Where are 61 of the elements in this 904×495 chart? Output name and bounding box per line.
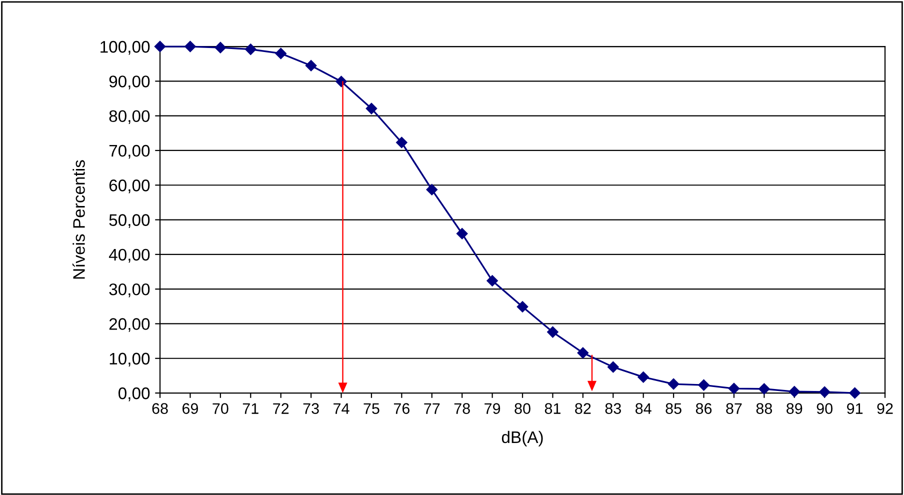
y-tick-label: 100,00 — [100, 40, 150, 55]
point — [305, 60, 317, 72]
y-tick-label: 0,00 — [118, 387, 150, 402]
point — [758, 383, 770, 394]
point — [608, 361, 619, 373]
point — [728, 382, 740, 394]
point — [698, 379, 710, 391]
point — [214, 42, 226, 54]
point — [366, 102, 378, 114]
y-tick-label: 90,00 — [109, 76, 150, 90]
point — [456, 228, 468, 240]
y-tick-label: 80,00 — [109, 110, 150, 124]
x-tick-label: 77 — [424, 403, 440, 414]
y-tick-label: 60,00 — [109, 180, 150, 194]
x-tick-label: 85 — [666, 403, 682, 414]
point — [849, 387, 860, 399]
x-tick-label: 90 — [816, 403, 832, 414]
x-tick-label: 89 — [786, 403, 802, 414]
y-tick-label: 10,00 — [110, 352, 150, 367]
point — [486, 275, 498, 286]
x-tick-label: 82 — [575, 403, 591, 414]
point — [275, 48, 286, 60]
point — [396, 136, 408, 148]
x-tick-label: 71 — [242, 403, 258, 414]
x-tick-label: 87 — [726, 403, 742, 414]
x-tick-label: 76 — [394, 403, 410, 414]
x-tick-label: 69 — [182, 403, 198, 414]
x-tick-label: 72 — [273, 403, 289, 414]
point — [245, 44, 256, 55]
point — [818, 386, 830, 398]
x-tick-label: 73 — [303, 403, 319, 414]
point — [638, 371, 649, 383]
point — [426, 184, 438, 196]
point — [154, 40, 166, 52]
y-tick-label: 20,00 — [109, 318, 150, 332]
y-tick-label: 50,00 — [109, 214, 150, 228]
x-tick-label: 78 — [454, 403, 470, 414]
y-tick-label: 70,00 — [109, 144, 150, 159]
x-tick-label: 75 — [364, 403, 380, 414]
x-axis-title: dB(A) — [502, 430, 543, 446]
x-tick-label: 92 — [877, 403, 893, 414]
x-tick-label: 74 — [334, 403, 350, 414]
x-tick-label: 79 — [484, 403, 500, 414]
point — [788, 386, 800, 398]
x-tick-label: 83 — [605, 403, 621, 414]
x-tick-label: 81 — [544, 403, 560, 414]
y-axis-title: Níveis Percentis — [72, 160, 85, 279]
point — [516, 301, 528, 312]
point — [577, 347, 589, 358]
point — [547, 326, 558, 338]
x-tick-label: 80 — [514, 403, 530, 414]
x-tick-label: 70 — [212, 403, 228, 414]
x-tick-label: 91 — [847, 403, 863, 414]
point — [184, 40, 196, 52]
x-tick-label: 86 — [696, 403, 712, 414]
point — [668, 378, 680, 390]
x-tick-label: 88 — [756, 403, 772, 414]
y-tick-label: 40,00 — [108, 248, 150, 263]
x-tick-label: 84 — [636, 403, 652, 414]
x-tick-label: 68 — [152, 403, 168, 414]
y-tick-label: 30,00 — [109, 283, 150, 298]
